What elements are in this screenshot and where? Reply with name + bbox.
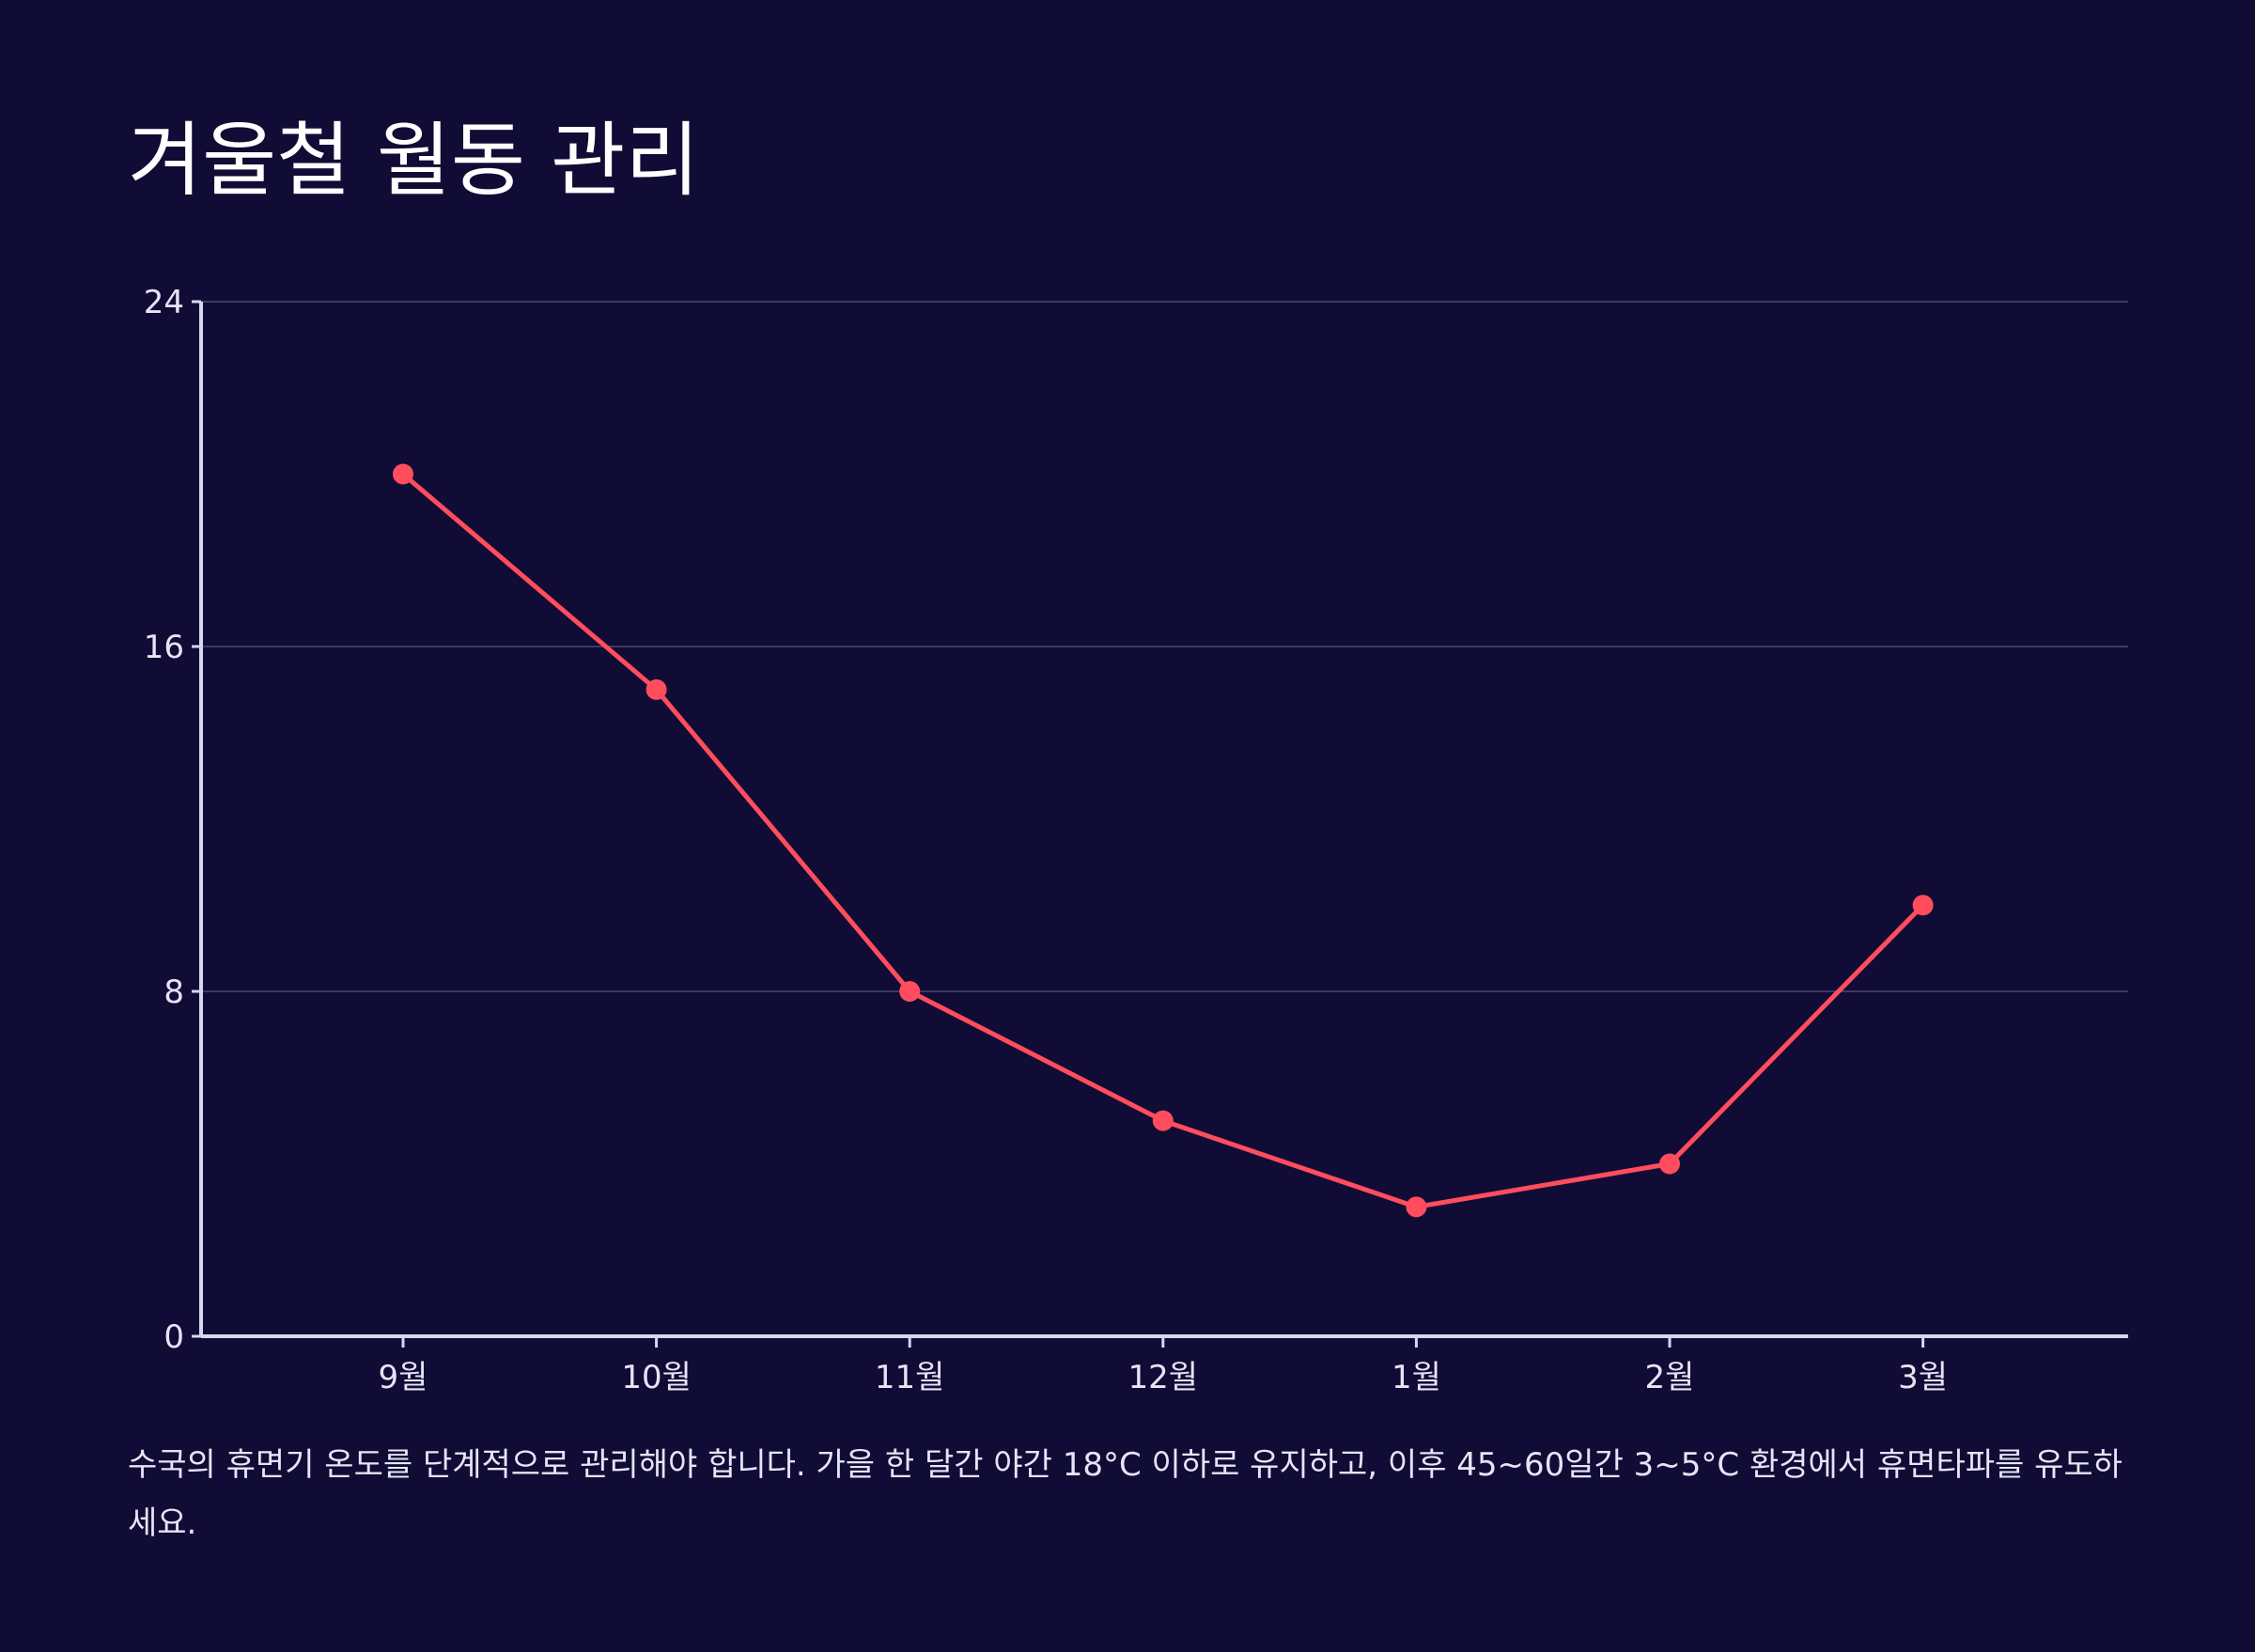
- data-point: [393, 463, 413, 485]
- x-tick-label: 11월: [875, 1359, 945, 1396]
- y-tick-label: 8: [163, 974, 184, 1011]
- x-tick-label: 2월: [1645, 1359, 1695, 1396]
- x-tick-label: 1월: [1392, 1359, 1441, 1396]
- x-tick-label: 12월: [1128, 1359, 1199, 1396]
- y-tick-label: 0: [163, 1318, 184, 1356]
- chart-title: 겨울철 월동 관리: [128, 114, 700, 208]
- chart-caption: 수국의 휴면기 온도를 단계적으로 관리해야 합니다. 가을 한 달간 야간 1…: [128, 1446, 2123, 1542]
- x-tick-label: 10월: [621, 1359, 692, 1396]
- x-tick-label: 9월: [379, 1359, 428, 1396]
- x-tick-label: 3월: [1898, 1359, 1948, 1396]
- data-point: [1406, 1196, 1427, 1218]
- y-tick-label: 24: [144, 284, 184, 321]
- data-point: [645, 678, 667, 700]
- data-point: [1152, 1110, 1174, 1131]
- data-point: [1912, 895, 1934, 916]
- series-line: [401, 472, 1925, 1209]
- data-point: [899, 981, 921, 1002]
- data-point: [1659, 1153, 1680, 1175]
- y-tick-label: 16: [144, 629, 184, 666]
